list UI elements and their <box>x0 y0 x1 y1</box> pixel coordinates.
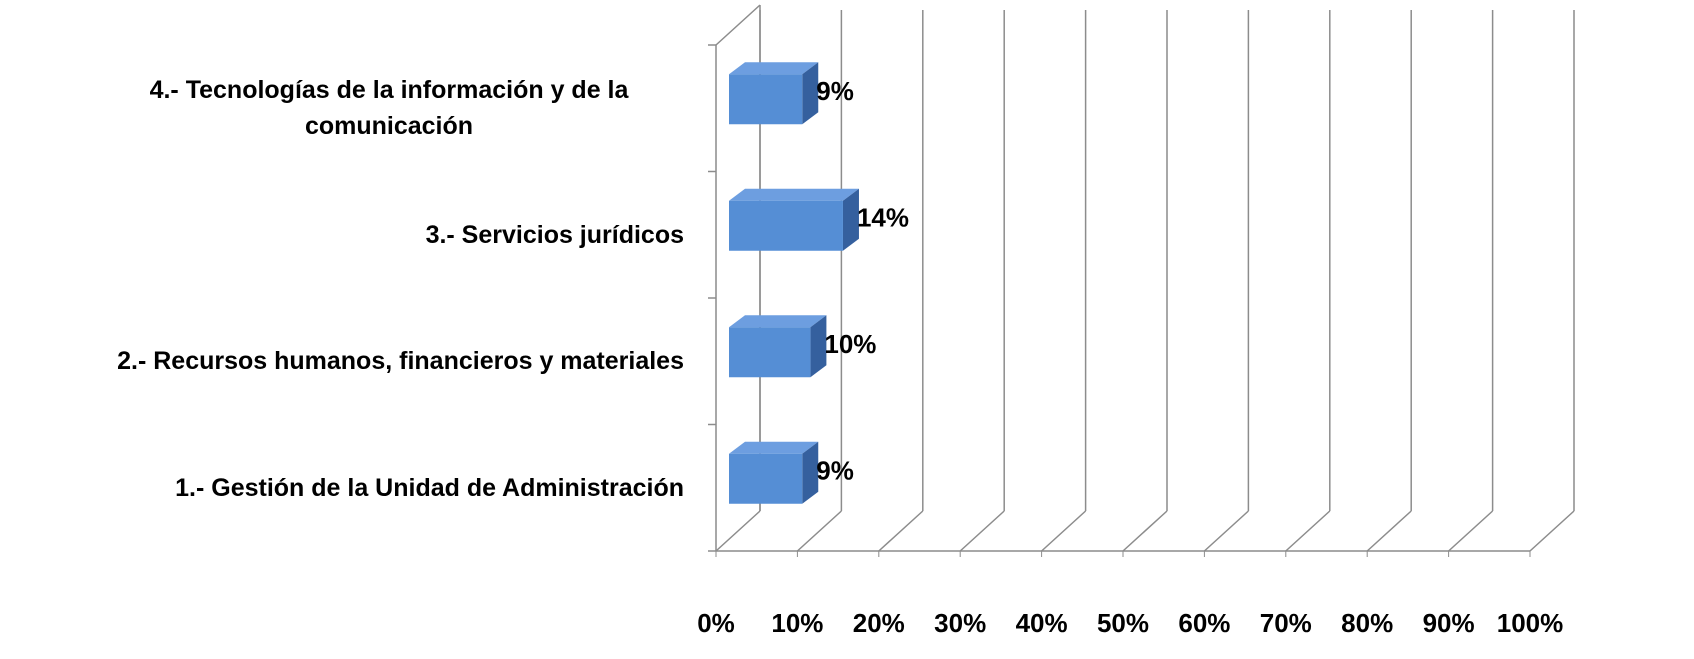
bar-top <box>729 315 827 328</box>
category-label: 2.- Recursos humanos, financieros y mate… <box>117 347 684 376</box>
grid-line <box>1203 510 1249 552</box>
x-tick-label: 20% <box>853 608 905 638</box>
bar-top <box>729 62 819 75</box>
category-label: 4.- Tecnologías de la información y de l… <box>149 76 629 141</box>
bar <box>729 453 803 504</box>
grid-line <box>1448 510 1494 552</box>
grid-line <box>1285 510 1331 552</box>
value-label: 10% <box>824 329 876 359</box>
x-tick-label: 90% <box>1423 608 1475 638</box>
bar-side <box>810 315 827 378</box>
x-tick-label: 60% <box>1178 608 1230 638</box>
bar <box>729 200 843 251</box>
x-tick-label: 30% <box>934 608 986 638</box>
x-tick-label: 0% <box>697 608 735 638</box>
value-label: 9% <box>816 456 854 486</box>
bar-top <box>729 441 819 454</box>
bar-top <box>729 188 859 201</box>
category-label: 3.- Servicios jurídicos <box>425 220 684 249</box>
grid-line <box>1529 510 1575 552</box>
x-tick-label: 70% <box>1260 608 1312 638</box>
x-tick-label: 40% <box>1016 608 1068 638</box>
bar-side <box>802 62 819 125</box>
bar <box>729 74 803 125</box>
bar <box>729 327 811 378</box>
x-tick-label: 100% <box>1497 608 1564 638</box>
x-tick-label: 80% <box>1341 608 1393 638</box>
value-label: 14% <box>857 203 909 233</box>
value-label: 9% <box>816 76 854 106</box>
grid-line <box>796 510 842 552</box>
grid-line <box>959 510 1005 552</box>
grid-line <box>878 510 924 552</box>
bar-side <box>802 441 819 504</box>
wall-edge <box>715 4 761 46</box>
bar-side <box>842 188 859 251</box>
category-label: 1.- Gestión de la Unidad de Administraci… <box>175 473 684 502</box>
grid-line <box>1366 510 1412 552</box>
grid-line <box>1122 510 1168 552</box>
x-tick-label: 10% <box>771 608 823 638</box>
grid-line <box>1041 510 1087 552</box>
grid-line <box>715 510 761 552</box>
x-tick-label: 50% <box>1097 608 1149 638</box>
